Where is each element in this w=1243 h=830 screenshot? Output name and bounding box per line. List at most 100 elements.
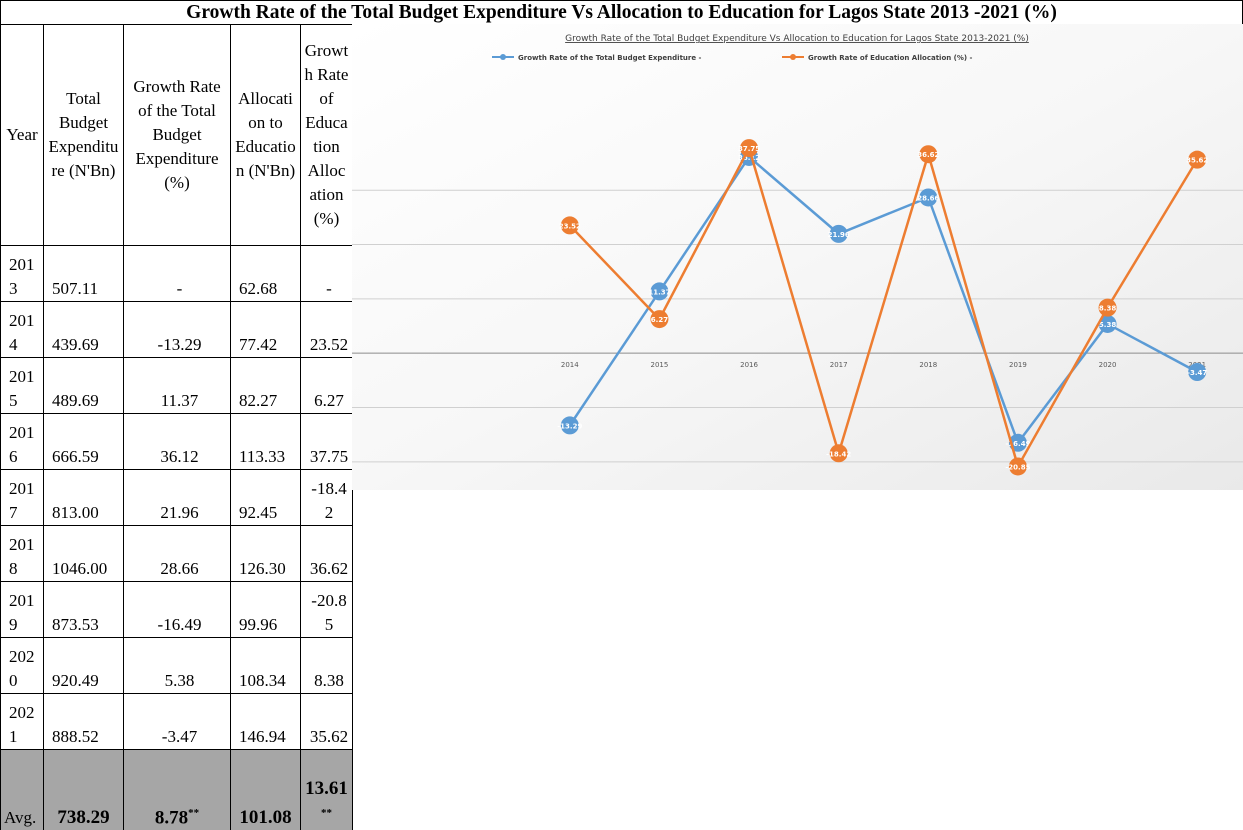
data-label: 35.62 [1186,157,1208,165]
data-label: 11.37 [648,288,670,296]
data-label: 37.75 [738,145,760,153]
data-label: -18.42 [826,450,851,458]
table-row: 2021 888.52 -3.47 146.94 35.62 [0,693,353,750]
x-tick-label: 2015 [651,361,669,369]
average-value: Avg. [4,808,37,827]
table-row: 2014 439.69 -13.29 77.42 23.52 [0,301,353,358]
data-point [1188,363,1207,382]
value-cell: 113.33 [230,413,301,470]
value-cell: 888.52 [43,693,124,750]
data-point [829,224,848,243]
data-label: 36.12 [738,154,760,162]
header-cell: Total Budget Expenditure (N'Bn) [43,24,124,246]
value-cell: 35.62 [300,693,353,750]
x-tick-label: 2016 [740,361,758,369]
value-cell: - [300,245,353,302]
header-row: Year Total Budget Expenditure (N'Bn) Growt… [0,24,353,246]
year-cell: 2017 [0,469,44,526]
average-cell: 101.08 [230,749,301,830]
chart-background [352,24,1243,490]
series-line [568,144,1199,470]
year-cell: 2021 [0,693,44,750]
table-row: 2018 1046.00 28.66 126.30 36.62 [0,525,353,582]
x-tick-label: 2017 [830,361,848,369]
value-cell: 11.37 [123,357,231,414]
header-cell: Year [0,24,44,246]
average-value: 738.29 [57,807,110,828]
year-cell: 2018 [0,525,44,582]
footnote-mark: ** [321,806,332,819]
value-cell: 28.66 [123,525,231,582]
table-row: 2017 813.00 21.96 92.45 -18.42 [0,469,353,526]
value-cell: 36.62 [300,525,353,582]
value-cell: 77.42 [230,301,301,358]
data-point [650,282,669,301]
legend-marker [790,54,796,60]
value-cell: -3.47 [123,693,231,750]
value-cell: 21.96 [123,469,231,526]
data-label: -3.47 [1187,369,1207,377]
value-cell: - [123,245,231,302]
data-point [560,216,579,235]
value-cell: 37.75 [300,413,353,470]
value-cell: -16.49 [123,581,231,638]
data-label: 8.38 [1099,305,1116,313]
value-cell: -13.29 [123,301,231,358]
x-tick-label: 2019 [1009,361,1027,369]
value-cell: 439.69 [43,301,124,358]
average-row: Avg. 738.29 8.78** 101.08 13.61 ** [0,749,353,830]
data-point [740,139,759,158]
year-cell: 2019 [0,581,44,638]
year-cell: 2014 [0,301,44,358]
x-tick-label: 2014 [561,361,579,369]
value-cell: 126.30 [230,525,301,582]
value-cell: -18.42 [300,469,353,526]
value-cell: 507.11 [43,245,124,302]
data-label: 23.52 [559,222,581,230]
value-cell: 6.27 [300,357,353,414]
value-cell: 813.00 [43,469,124,526]
value-cell: 5.38 [123,637,231,694]
chart: Growth Rate of the Total Budget Expendit… [352,24,1243,490]
value-cell: 666.59 [43,413,124,470]
data-label: 36.62 [917,151,939,159]
data-point [560,416,579,435]
x-tick-label: 2018 [919,361,937,369]
value-cell: 82.27 [230,357,301,414]
data-point [1098,298,1117,317]
header-cell: Growth Rate of Education Allocation (%) [300,24,353,246]
value-cell: 489.69 [43,357,124,414]
value-cell: 36.12 [123,413,231,470]
header-cell: Growth Rate of the Total Budget Expendit… [123,24,231,246]
data-label: 28.66 [917,194,939,202]
data-point [1008,457,1027,476]
x-tick-label: 2020 [1099,361,1117,369]
table-row: 2015 489.69 11.37 82.27 6.27 [0,357,353,414]
data-point [1188,150,1207,169]
data-label: -20.85 [1005,463,1030,471]
value-cell: 920.49 [43,637,124,694]
value-cell: 92.45 [230,469,301,526]
footnote-mark: ** [188,806,200,819]
year-cell: 2020 [0,637,44,694]
average-cell: Avg. [0,749,44,830]
series-line [568,155,1198,446]
table-row: 2016 666.59 36.12 113.33 37.75 [0,413,353,470]
legend-label: Growth Rate of the Total Budget Expendit… [518,54,702,62]
average-cell: 738.29 [43,749,124,830]
document-title: Growth Rate of the Total Budget Expendit… [0,0,1243,25]
legend-label: Growth Rate of Education Allocation (%) … [808,54,973,62]
data-label: 21.96 [828,231,850,239]
table-row: 2020 920.49 5.38 108.34 8.38 [0,637,353,694]
data-table: Year Total Budget Expenditure (N'Bn) Growt… [0,24,353,830]
value-cell: -20.85 [300,581,353,638]
value-cell: 23.52 [300,301,353,358]
average-cell: 8.78** [123,749,231,830]
year-cell: 2016 [0,413,44,470]
data-label: -13.29 [557,422,582,430]
average-value: 13.61 [305,777,348,799]
table-row: 2019 873.53 -16.49 99.96 -20.85 [0,581,353,638]
year-cell: 2015 [0,357,44,414]
value-cell: 146.94 [230,693,301,750]
